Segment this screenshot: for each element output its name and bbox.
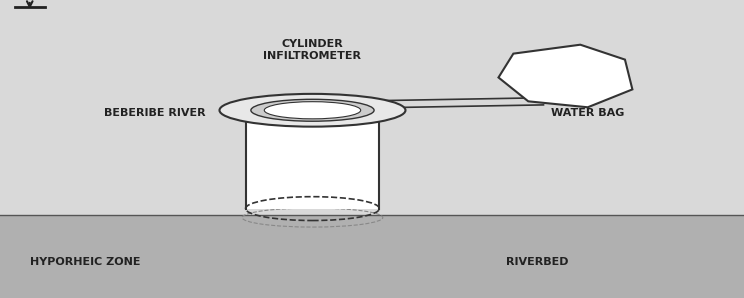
Text: CYLINDER
INFILTROMETER: CYLINDER INFILTROMETER xyxy=(263,40,362,61)
Ellipse shape xyxy=(251,99,374,121)
Polygon shape xyxy=(498,45,632,107)
Polygon shape xyxy=(246,113,379,209)
Text: BEBERIBE RIVER: BEBERIBE RIVER xyxy=(104,108,206,118)
Text: HYPORHEIC ZONE: HYPORHEIC ZONE xyxy=(30,257,141,267)
Ellipse shape xyxy=(264,102,361,119)
Ellipse shape xyxy=(246,101,379,125)
FancyBboxPatch shape xyxy=(0,0,744,215)
FancyBboxPatch shape xyxy=(0,215,744,298)
Text: WATER BAG: WATER BAG xyxy=(551,108,624,118)
Text: RIVERBED: RIVERBED xyxy=(506,257,568,267)
Ellipse shape xyxy=(219,94,405,127)
